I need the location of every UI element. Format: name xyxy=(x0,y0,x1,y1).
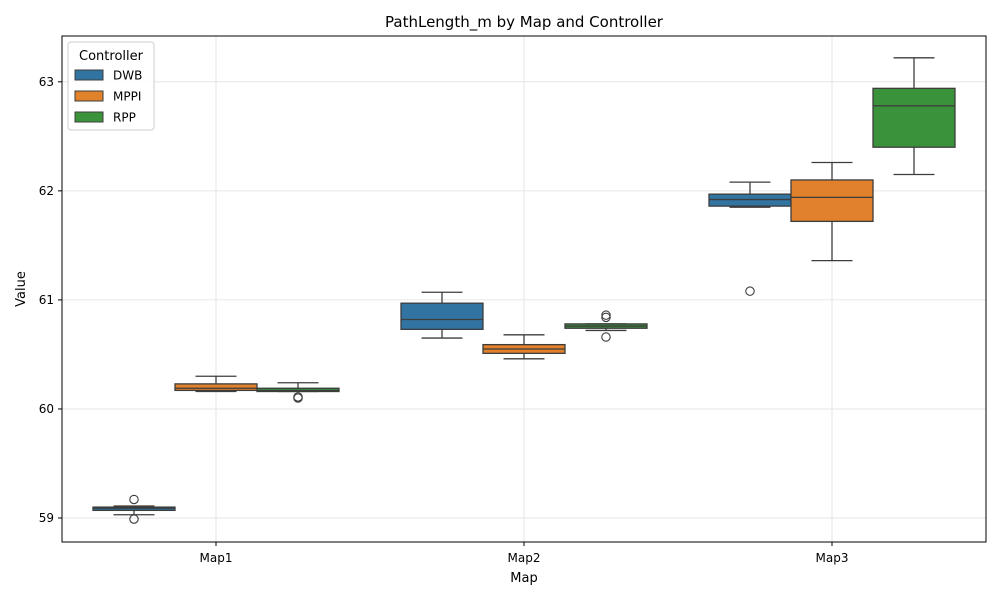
x-tick-label: Map1 xyxy=(200,551,233,565)
x-axis: Map1 Map2 Map3 xyxy=(200,542,849,565)
y-tick-label: 61 xyxy=(39,293,54,307)
box-mppi-map2 xyxy=(482,334,566,360)
box-dwb-map2 xyxy=(400,291,484,339)
legend-label-rpp: RPP xyxy=(113,111,136,125)
chart-title: PathLength_m by Map and Controller xyxy=(385,13,664,32)
legend-swatch-mppi xyxy=(74,90,104,102)
box-mppi-map3 xyxy=(790,161,874,262)
outlier-point xyxy=(129,514,139,524)
x-tick-label: Map2 xyxy=(508,551,541,565)
boxes-layer xyxy=(92,57,956,524)
box-dwb-map1 xyxy=(92,494,176,524)
outlier-point xyxy=(129,494,139,505)
outlier-point xyxy=(293,393,303,403)
x-axis-label: Map xyxy=(510,571,537,586)
legend-label-dwb: DWB xyxy=(113,69,142,83)
outlier-point xyxy=(601,312,611,323)
legend-frame xyxy=(67,41,155,131)
box-rpp-map3 xyxy=(872,57,956,176)
outlier-point xyxy=(745,286,755,296)
legend-label-mppi: MPPI xyxy=(113,90,141,104)
legend-title: Controller xyxy=(79,49,144,64)
box-iqr xyxy=(872,87,956,148)
y-axis: 59 60 61 62 63 xyxy=(39,75,62,525)
y-tick-label: 62 xyxy=(39,184,54,198)
box-dwb-map3 xyxy=(708,181,792,296)
y-tick-label: 63 xyxy=(39,75,54,89)
box-iqr xyxy=(400,302,484,330)
y-tick-label: 60 xyxy=(39,402,54,416)
legend-swatch-rpp xyxy=(74,111,104,123)
box-rpp-map2 xyxy=(564,310,648,342)
y-tick-label: 59 xyxy=(39,511,54,525)
box-rpp-map1 xyxy=(256,382,340,403)
box-mppi-map1 xyxy=(174,375,258,393)
y-axis-label: Value xyxy=(14,271,29,307)
legend: Controller DWB MPPI RPP xyxy=(67,41,155,131)
x-tick-label: Map3 xyxy=(816,551,849,565)
box-iqr xyxy=(790,179,874,223)
outlier-point xyxy=(601,332,611,342)
legend-swatch-dwb xyxy=(74,69,104,81)
box-iqr xyxy=(174,383,258,392)
grid-lines xyxy=(62,36,986,542)
